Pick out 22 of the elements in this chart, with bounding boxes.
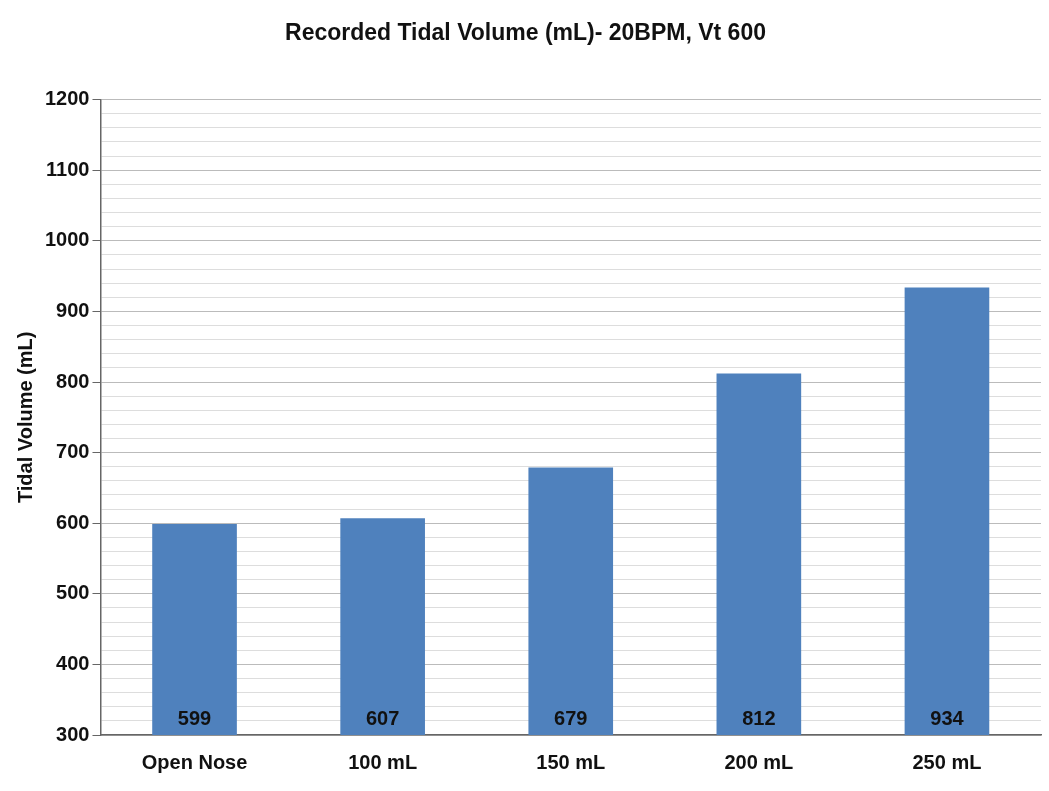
x-tick-label: 250 mL xyxy=(912,750,982,773)
data-label: 812 xyxy=(742,706,776,729)
x-tick-label: Open Nose xyxy=(141,750,248,773)
data-label: 607 xyxy=(365,706,400,729)
y-tick-label: 1000 xyxy=(44,228,90,251)
y-tick-label: 700 xyxy=(56,440,90,463)
y-axis-title: Tidal Volume (mL) xyxy=(13,331,36,504)
data-label: 934 xyxy=(930,706,965,729)
y-tick-label: 400 xyxy=(56,651,90,674)
x-tick-label: 200 mL xyxy=(724,750,794,773)
y-tick-label: 600 xyxy=(56,510,90,533)
y-tick-label: 800 xyxy=(56,369,90,392)
data-label: 599 xyxy=(177,706,212,729)
x-tick-label: 150 mL xyxy=(536,750,606,773)
y-tick-label: 1100 xyxy=(46,157,90,180)
y-tick-label: 1200 xyxy=(44,87,90,110)
y-tick-label: 300 xyxy=(56,722,90,745)
y-tick-label: 500 xyxy=(56,581,90,604)
chart-title: Recorded Tidal Volume (mL)- 20BPM, Vt 600 xyxy=(285,19,766,46)
x-tick-label: 100 mL xyxy=(348,750,418,773)
data-label: 679 xyxy=(554,706,588,729)
y-tick-label: 900 xyxy=(56,298,90,321)
